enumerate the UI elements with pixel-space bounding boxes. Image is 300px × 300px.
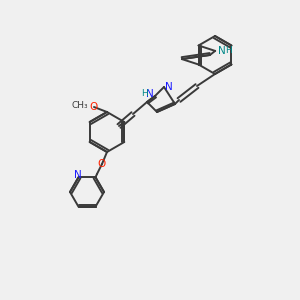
Text: O: O [89, 102, 97, 112]
Text: N: N [218, 46, 226, 56]
Text: N: N [165, 82, 173, 92]
Text: N: N [74, 170, 81, 180]
Text: N: N [146, 89, 154, 99]
Text: H: H [142, 89, 148, 98]
Text: O: O [98, 159, 106, 169]
Text: CH₃: CH₃ [72, 100, 88, 109]
Text: H: H [225, 46, 232, 56]
